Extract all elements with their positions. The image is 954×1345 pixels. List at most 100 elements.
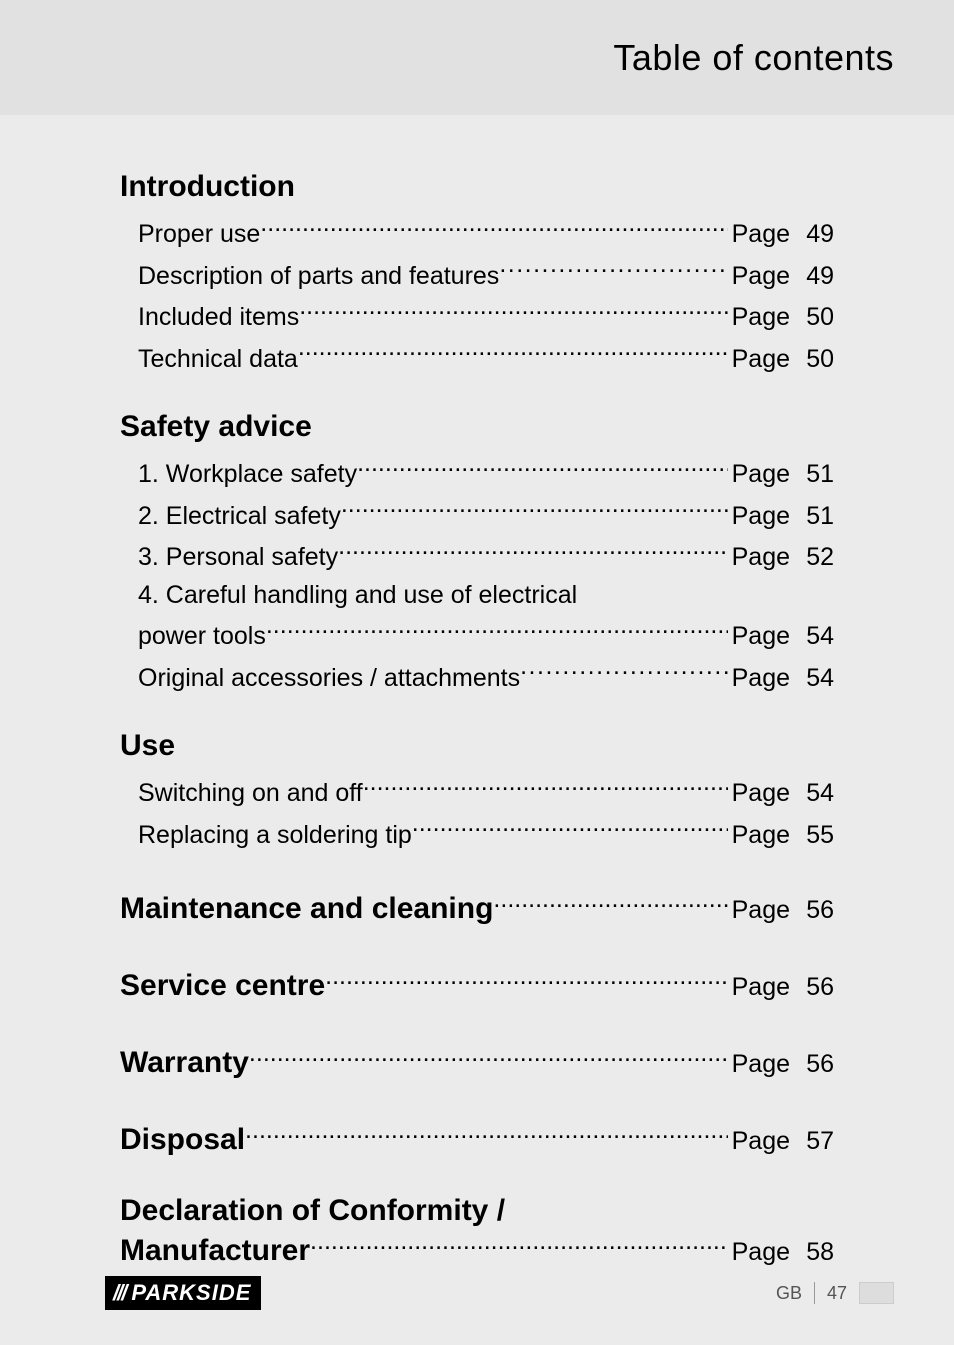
page-word: Page [728,817,790,855]
page-word: Page [728,456,790,494]
toc-label: Included items [138,299,299,337]
toc-item: Included items Page 50 [138,295,834,337]
toc-label: 1. Workplace safety [138,456,357,494]
page-number: 50 [790,299,834,337]
footer-tab-marker [859,1282,894,1304]
toc-label: 3. Personal safety [138,539,338,577]
page-number: 54 [790,660,834,698]
section-heading-line2: Manufacturer [120,1228,310,1273]
toc-label: 4. Careful handling and use of electrica… [138,577,577,615]
page-word: Page [728,498,790,536]
page-number: 56 [790,969,834,1007]
dot-leader [325,965,727,995]
section-heading: Use [120,729,834,763]
footer-language: GB [776,1283,802,1304]
page-word: Page [728,1123,790,1161]
page-number: 51 [790,456,834,494]
footer-page-number: 47 [827,1283,847,1304]
page-word: Page [728,539,790,577]
section-heading: Disposal [120,1117,245,1162]
toc-heading-line: Service centre Page 56 [120,963,834,1008]
toc-label: Proper use [138,216,260,254]
header-band: Table of contents [0,0,954,115]
dot-leader [341,494,728,524]
section-heading: Maintenance and cleaning [120,886,493,931]
toc-label: Original accessories / attachments [138,660,520,698]
section-heading-line1: Declaration of Conformity / [120,1194,834,1228]
page-word: Page [728,1046,790,1084]
page-number: 54 [790,775,834,813]
toc-item: power tools Page 54 [138,614,834,656]
dot-leader [249,1042,728,1072]
toc-items: 1. Workplace safety Page 51 2. Electrica… [120,452,834,697]
toc-item-multiline-1: 4. Careful handling and use of electrica… [138,577,834,615]
toc-label: 2. Electrical safety [138,498,341,536]
toc-heading-line: Manufacturer Page 58 [120,1228,834,1273]
toc-item: Switching on and off Page 54 [138,771,834,813]
page-word: Page [728,341,790,379]
page-title: Table of contents [613,37,894,79]
toc-heading-multiline: Declaration of Conformity / Manufacturer… [120,1194,834,1273]
dot-leader [520,656,728,686]
toc-item: 1. Workplace safety Page 51 [138,452,834,494]
dot-leader [266,614,728,644]
page-number: 49 [790,258,834,296]
dot-leader [298,337,728,367]
brand-logo: /// PARKSIDE [105,1276,261,1310]
page-number: 52 [790,539,834,577]
dot-leader [299,295,727,325]
dot-leader [363,771,728,801]
page-word: Page [728,660,790,698]
dot-leader [260,212,727,242]
toc-item: Description of parts and features Page 4… [138,254,834,296]
page-number: 50 [790,341,834,379]
toc-label: Technical data [138,341,298,379]
page-number: 58 [790,1234,834,1272]
toc-label: power tools [138,618,266,656]
page-number: 56 [790,892,834,930]
dot-leader [357,452,728,482]
dot-leader [412,813,728,843]
section-heading: Safety advice [120,410,834,444]
footer-right: GB 47 [776,1282,894,1304]
dot-leader [338,535,727,565]
section-heading: Introduction [120,170,834,204]
page-footer: /// PARKSIDE GB 47 [0,1276,954,1310]
toc-label: Replacing a soldering tip [138,817,412,855]
footer-divider [814,1282,815,1304]
toc-section: Use Switching on and off Page 54 Replaci… [120,729,834,854]
toc-content: Introduction Proper use Page 49 Descript… [0,115,954,1273]
page-word: Page [728,618,790,656]
dot-leader [499,254,727,284]
dot-leader [245,1119,728,1149]
page-number: 57 [790,1123,834,1161]
section-heading: Service centre [120,963,325,1008]
toc-item: 2. Electrical safety Page 51 [138,494,834,536]
toc-item: Proper use Page 49 [138,212,834,254]
page-number: 54 [790,618,834,656]
page-word: Page [728,775,790,813]
page-number: 56 [790,1046,834,1084]
page-word: Page [728,1234,790,1272]
toc-items: Proper use Page 49 Description of parts … [120,212,834,378]
brand-stripes-icon: /// [113,1280,125,1306]
toc-section: Safety advice 1. Workplace safety Page 5… [120,410,834,697]
page-number: 49 [790,216,834,254]
toc-item: Replacing a soldering tip Page 55 [138,813,834,855]
dot-leader [310,1230,728,1260]
toc-item: Technical data Page 50 [138,337,834,379]
toc-heading-line: Maintenance and cleaning Page 56 [120,886,834,931]
page-word: Page [728,892,790,930]
dot-leader [493,888,727,918]
page-word: Page [728,216,790,254]
brand-name: PARKSIDE [131,1280,251,1306]
toc-label: Switching on and off [138,775,363,813]
page-word: Page [728,969,790,1007]
section-heading: Warranty [120,1040,249,1085]
toc-section: Introduction Proper use Page 49 Descript… [120,170,834,378]
page-number: 55 [790,817,834,855]
toc-items: Switching on and off Page 54 Replacing a… [120,771,834,854]
toc-heading-line: Warranty Page 56 [120,1040,834,1085]
page-word: Page [728,258,790,296]
toc-heading-line: Disposal Page 57 [120,1117,834,1162]
